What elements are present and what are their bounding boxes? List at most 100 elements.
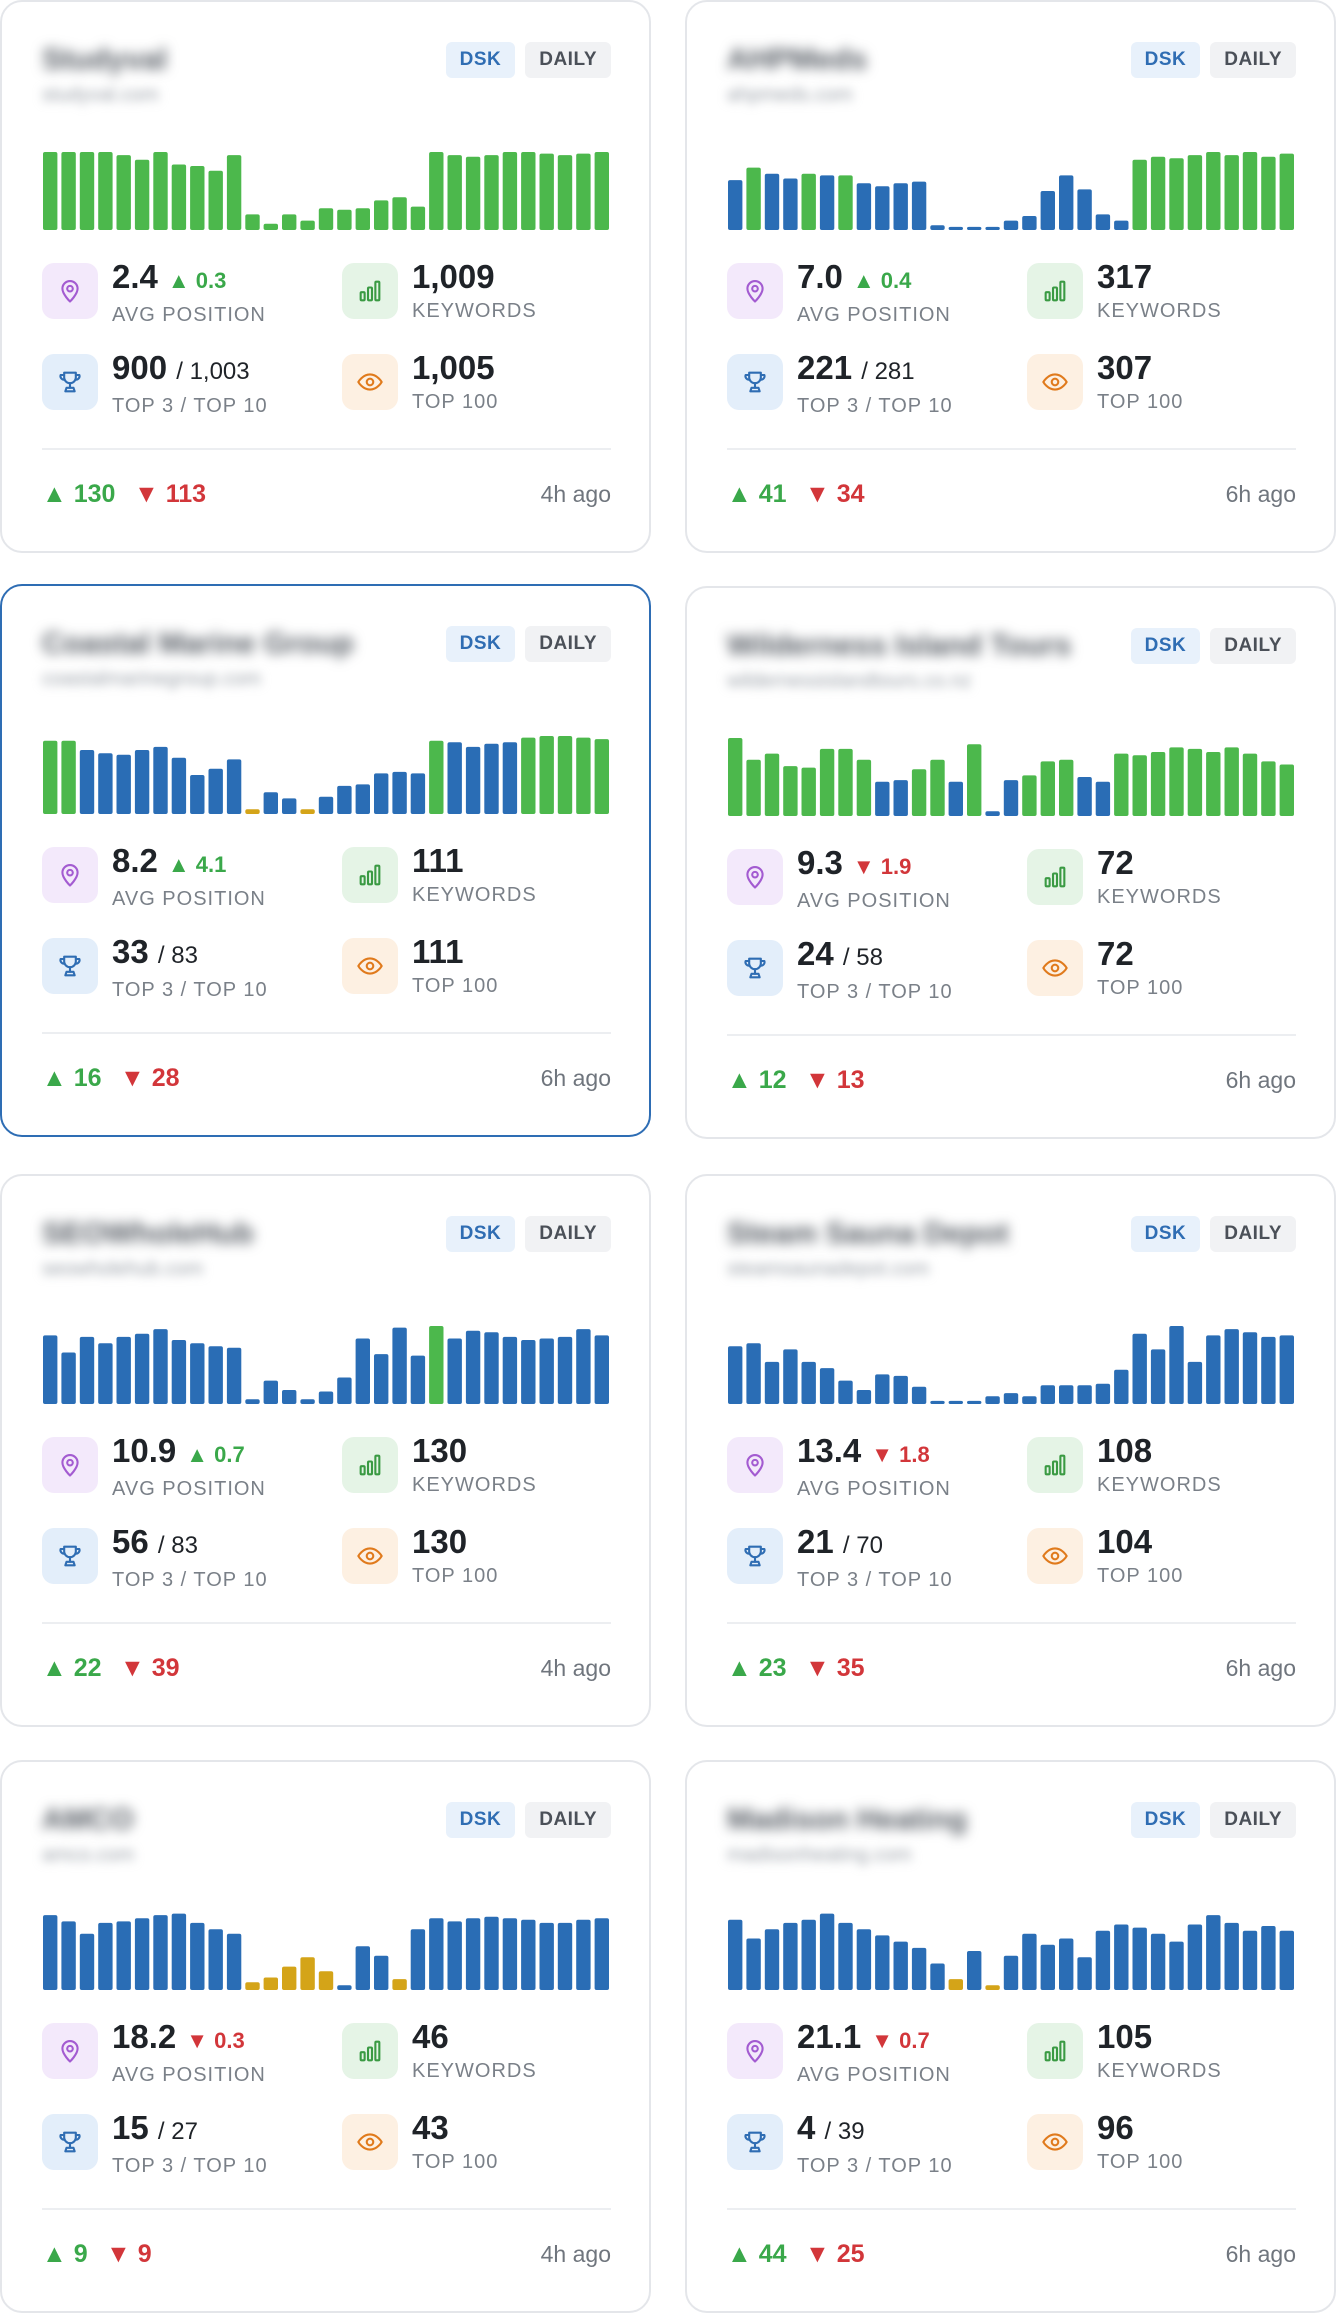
sparkline-bar xyxy=(746,1343,761,1404)
project-card[interactable]: Studyval studyval.com DSK DAILY 2.4 ▲ 0.3… xyxy=(0,0,651,553)
avg-position-value: 2.4 xyxy=(112,258,158,295)
sparkline-bar xyxy=(728,1919,743,1990)
project-badges: DSK DAILY xyxy=(1130,1216,1296,1252)
keywords-label: KEYWORDS xyxy=(1097,2060,1222,2082)
keywords-label: KEYWORDS xyxy=(412,884,537,906)
eye-icon xyxy=(1027,940,1083,996)
sparkline-bar xyxy=(171,1340,187,1404)
project-name[interactable]: Madison Heating xyxy=(727,1803,968,1836)
sparkline-bar xyxy=(1206,1915,1221,1990)
keywords-metric: 111 KEYWORDS xyxy=(342,841,622,911)
card-footer: ▲ 9 ▼ 9 4h ago xyxy=(42,2238,611,2274)
sparkline-bar xyxy=(1040,191,1055,230)
card-divider xyxy=(42,1032,611,1034)
sparkline-bar xyxy=(116,155,131,230)
sparkline-bar xyxy=(1095,781,1111,816)
project-card[interactable]: Wilderness Island Tours wildernessisland… xyxy=(685,586,1336,1139)
sparkline-bar xyxy=(392,771,407,814)
avg-position-metric: 10.9 ▲ 0.7 AVG POSITION xyxy=(42,1431,322,1501)
sparkline-bar xyxy=(61,1352,76,1404)
sparkline-bar xyxy=(98,1922,113,1990)
sparkline-bar xyxy=(245,214,260,230)
project-badges: DSK DAILY xyxy=(1130,1802,1296,1838)
keywords-value: 317 xyxy=(1097,258,1153,295)
project-card[interactable]: Steam Sauna Depot steamsaunadepot.com DS… xyxy=(685,1174,1336,1727)
project-name[interactable]: Studyval xyxy=(42,43,168,76)
sparkline-bar xyxy=(1040,1944,1055,1990)
eye-icon xyxy=(342,354,398,410)
top3-top10-label: TOP 3 / TOP 10 xyxy=(797,395,953,417)
top100-value: 96 xyxy=(1097,2109,1134,2146)
eye-icon xyxy=(342,938,398,994)
sparkline-bar xyxy=(930,225,945,230)
top3-top10-metric: 4 / 39 TOP 3 / TOP 10 xyxy=(727,2108,1007,2178)
top3-top10-metric: 900 / 1,003 TOP 3 / TOP 10 xyxy=(42,348,322,418)
sparkline-bar xyxy=(746,759,761,816)
sparkline-bar xyxy=(985,1396,1000,1404)
project-name[interactable]: AMCO xyxy=(42,1803,134,1836)
top10-value: / 39 xyxy=(824,2118,865,2145)
top3-top10-metric: 21 / 70 TOP 3 / TOP 10 xyxy=(727,1522,1007,1592)
project-card[interactable]: Madison Heating madisonheating.com DSK D… xyxy=(685,1760,1336,2313)
project-card[interactable]: SEOWholeHub seowholehub.com DSK DAILY 10… xyxy=(0,1174,651,1727)
sparkline-bar xyxy=(282,1966,297,1990)
sparkline-bar xyxy=(355,784,370,814)
location-pin-icon xyxy=(727,849,783,905)
sparkline-bar xyxy=(392,197,407,230)
project-name[interactable]: SEOWholeHub xyxy=(42,1217,254,1250)
sparkline-bar xyxy=(1187,1924,1203,1990)
sparkline-bar xyxy=(1022,775,1037,816)
project-badges: DSK DAILY xyxy=(445,1802,611,1838)
frequency-badge: DAILY xyxy=(1210,628,1296,664)
project-header: Studyval studyval.com xyxy=(42,42,462,107)
project-name[interactable]: Wilderness Island Tours xyxy=(727,629,1072,662)
project-header: Coastal Marine Group coastalmarinegroup.… xyxy=(42,626,462,691)
project-badges: DSK DAILY xyxy=(445,42,611,78)
sparkline-bar xyxy=(1242,1930,1258,1990)
device-badge: DSK xyxy=(1130,42,1201,78)
sparkline-bar xyxy=(1003,780,1019,816)
card-divider xyxy=(42,2208,611,2210)
device-badge: DSK xyxy=(1130,1216,1201,1252)
sparkline-bar xyxy=(171,164,187,230)
sparkline-bar xyxy=(355,208,370,230)
eye-icon xyxy=(1027,354,1083,410)
keywords-gained: ▲ 9 xyxy=(42,2240,88,2268)
project-card[interactable]: AHPMeds ahpmeds.com DSK DAILY 7.0 ▲ 0.4 A… xyxy=(685,0,1336,553)
project-name[interactable]: Coastal Marine Group xyxy=(42,627,354,660)
last-updated: 4h ago xyxy=(540,1655,611,1681)
sparkline-bar xyxy=(856,1929,872,1990)
sparkline-bar xyxy=(856,759,872,816)
sparkline-bar xyxy=(1077,189,1092,230)
project-name[interactable]: AHPMeds xyxy=(727,43,868,76)
trophy-icon xyxy=(42,1528,98,1584)
sparkline-bar xyxy=(576,153,591,230)
sparkline-bar xyxy=(1279,153,1294,230)
top100-label: TOP 100 xyxy=(412,391,499,413)
sparkline-bar xyxy=(153,1329,168,1404)
sparkline-bar xyxy=(429,1918,444,1990)
sparkline-bar xyxy=(893,183,908,230)
sparkline-bar xyxy=(948,781,963,816)
sparkline-bar xyxy=(594,1335,609,1404)
keywords-value: 1,009 xyxy=(412,258,495,295)
avg-position-label: AVG POSITION xyxy=(112,304,266,326)
avg-position-delta: ▼ 1.9 xyxy=(852,854,912,879)
sparkline-bar xyxy=(967,744,982,816)
sparkline-bar xyxy=(318,1971,334,1990)
project-header: SEOWholeHub seowholehub.com xyxy=(42,1216,462,1281)
sparkline-bar xyxy=(911,181,927,230)
project-card[interactable]: AMCO amco.com DSK DAILY 18.2 ▼ 0.3 AVG PO… xyxy=(0,1760,651,2313)
project-name[interactable]: Steam Sauna Depot xyxy=(727,1217,1009,1250)
project-card[interactable]: Coastal Marine Group coastalmarinegroup.… xyxy=(0,584,651,1137)
keywords-value: 105 xyxy=(1097,2018,1153,2055)
avg-position-delta: ▲ 0.7 xyxy=(186,1442,245,1467)
project-badges: DSK DAILY xyxy=(445,626,611,662)
sparkline-bar xyxy=(764,753,780,816)
sparkline-bar xyxy=(226,1347,242,1404)
sparkline-bar xyxy=(190,1922,205,1990)
sparkline-bar xyxy=(43,740,58,814)
keywords-label: KEYWORDS xyxy=(1097,300,1222,322)
sparkline-bar xyxy=(61,1921,76,1990)
card-divider xyxy=(727,2208,1296,2210)
